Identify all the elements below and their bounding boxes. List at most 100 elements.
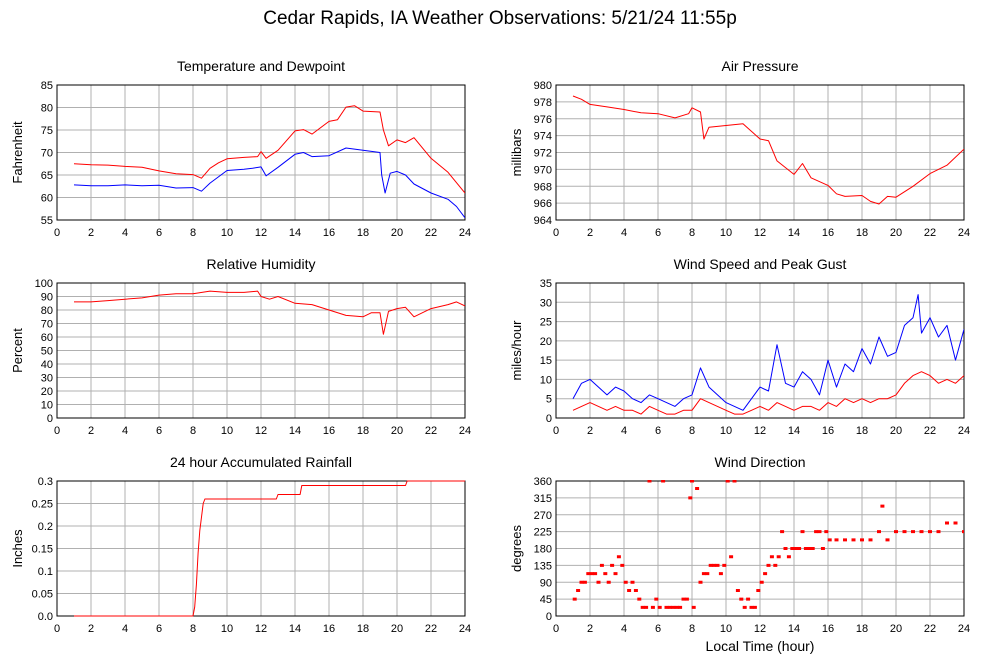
x-tick-label: 14: [788, 425, 800, 437]
data-point: [647, 480, 652, 483]
x-tick-label: 12: [754, 623, 766, 635]
x-tick-label: 0: [54, 623, 60, 635]
data-point: [880, 504, 885, 508]
x-tick-label: 2: [88, 425, 94, 437]
x-tick-label: 4: [621, 425, 627, 437]
x-tick-label: 4: [122, 425, 128, 437]
x-tick-label: 6: [156, 623, 162, 635]
data-point: [688, 496, 693, 500]
data-point: [766, 563, 771, 567]
chart-title: 24 hour Accumulated Rainfall: [170, 454, 352, 470]
x-tick-label: 8: [190, 425, 196, 437]
chart-title: Temperature and Dewpoint: [177, 58, 345, 74]
x-tick-label: 16: [822, 425, 834, 437]
x-tick-label: 24: [459, 227, 471, 239]
data-point: [827, 538, 832, 542]
data-point: [868, 538, 873, 542]
data-point: [708, 563, 713, 567]
y-axis-label: Fahrenheit: [10, 121, 25, 184]
y-tick-label: 0.0: [38, 611, 53, 623]
y-tick-label: 30: [41, 373, 53, 385]
data-point: [725, 480, 730, 483]
x-tick-label: 2: [88, 623, 94, 635]
y-tick-label: 30: [540, 297, 552, 309]
y-tick-label: 0.3: [38, 476, 53, 488]
data-point: [606, 580, 611, 584]
series-line-red: [74, 480, 465, 617]
y-tick-label: 45: [540, 594, 552, 606]
data-point: [742, 605, 747, 609]
y-tick-label: 20: [540, 336, 552, 348]
data-point: [593, 572, 598, 576]
data-point: [586, 572, 591, 576]
series-points-0: [572, 480, 964, 609]
y-tick-label: 60: [41, 332, 53, 344]
plot-frame: [56, 282, 466, 419]
x-tick-label: 10: [221, 623, 233, 635]
data-point: [701, 572, 706, 576]
series-line-red: [572, 95, 964, 205]
y-tick-label: 978: [534, 97, 552, 109]
x-tick-label: 8: [689, 227, 695, 239]
x-tick-label: 0: [553, 227, 559, 239]
x-tick-label: 10: [720, 227, 732, 239]
data-point: [698, 580, 703, 584]
y-tick-label: 85: [41, 80, 53, 92]
series-line-red: [572, 371, 964, 415]
x-tick-label: 4: [621, 227, 627, 239]
data-point: [572, 597, 577, 601]
data-point: [661, 480, 666, 483]
data-point: [936, 530, 941, 534]
y-tick-label: 70: [41, 148, 53, 160]
data-point: [814, 530, 819, 534]
data-point: [763, 572, 768, 576]
y-tick-label: 75: [41, 125, 53, 137]
data-point: [759, 580, 764, 584]
data-point: [613, 572, 618, 576]
chart-title: Air Pressure: [721, 58, 798, 74]
y-tick-label: 966: [534, 198, 552, 210]
data-point: [633, 589, 638, 592]
x-tick-label: 18: [856, 227, 868, 239]
y-tick-label: 5: [546, 394, 552, 406]
y-tick-label: 0.2: [38, 521, 53, 533]
data-point: [860, 538, 864, 542]
y-tick-label: 0.25: [32, 499, 53, 511]
data-point: [684, 597, 689, 601]
data-point: [780, 530, 785, 534]
x-tick-label: 18: [357, 623, 369, 635]
x-tick-label: 12: [255, 425, 267, 437]
x-tick-label: 0: [553, 425, 559, 437]
x-tick-label: 18: [357, 425, 369, 437]
x-tick-label: 10: [720, 623, 732, 635]
chart-humidity: Relative HumidityPercent0102030405060708…: [10, 256, 471, 437]
y-tick-label: 90: [41, 292, 53, 304]
data-point: [752, 605, 757, 609]
x-tick-label: 24: [459, 425, 471, 437]
data-point: [894, 530, 898, 534]
x-tick-label: 12: [255, 227, 267, 239]
chart-title: Relative Humidity: [207, 256, 316, 272]
x-tick-label: 14: [289, 623, 301, 635]
x-tick-label: 10: [720, 425, 732, 437]
y-tick-label: 0: [546, 611, 552, 623]
y-tick-label: 55: [41, 215, 53, 227]
data-point: [705, 572, 710, 576]
data-point: [589, 572, 594, 576]
x-tick-label: 22: [425, 623, 437, 635]
x-tick-label: 12: [255, 623, 267, 635]
plot-frame: [555, 84, 965, 221]
plot-frame: [56, 480, 466, 617]
plot-frame: [56, 84, 466, 221]
chart-temp: Temperature and DewpointFahrenheit556065…: [10, 58, 471, 239]
chart-title: Wind Speed and Peak Gust: [674, 256, 847, 272]
x-tick-label: 20: [890, 227, 902, 239]
data-point: [637, 597, 642, 601]
x-tick-label: 0: [54, 425, 60, 437]
data-point: [681, 597, 686, 601]
x-tick-label: 22: [425, 425, 437, 437]
x-tick-label: 16: [323, 227, 335, 239]
chart-direction: Wind Directiondegrees0459013518022527031…: [509, 454, 970, 635]
data-point: [790, 547, 795, 550]
